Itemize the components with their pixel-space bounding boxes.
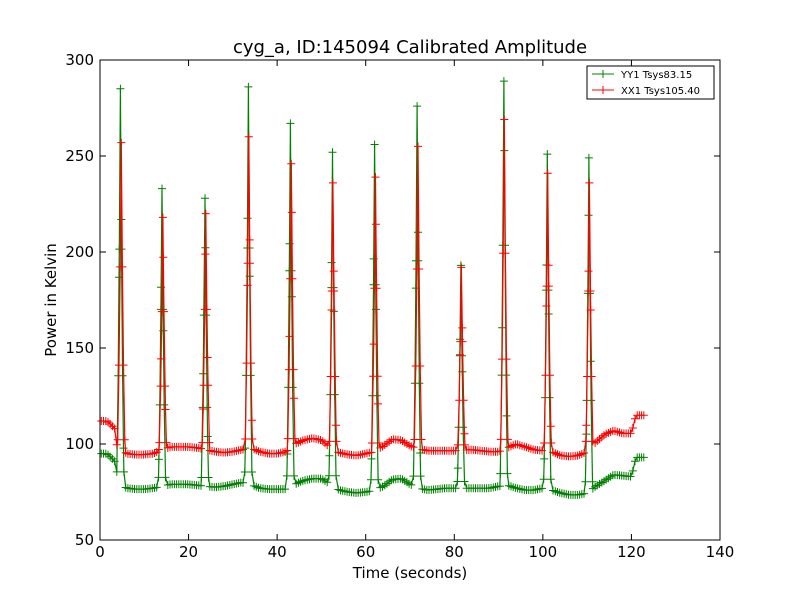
x-axis-label: Time (seconds): [352, 564, 468, 582]
x-tick-label: 0: [95, 543, 105, 561]
series-1: [97, 115, 648, 461]
y-tick-label: 150: [65, 339, 94, 357]
x-tick-label: 20: [179, 543, 198, 561]
y-tick-label: 250: [65, 147, 94, 165]
y-tick-label: 100: [65, 435, 94, 453]
legend-label-xx1: XX1 Tsys105.40: [621, 86, 700, 97]
legend-box: [586, 65, 715, 100]
series-layer: [97, 77, 648, 499]
ticks-layer: 0 20 40 60 80 100 120 140 50 100 150 200 250 300: [65, 51, 734, 561]
x-tick-label: 60: [356, 543, 375, 561]
y-tick-label: 200: [65, 243, 94, 261]
x-tick-label: 100: [529, 543, 558, 561]
plot-frame: [99, 59, 721, 541]
chart-title: cyg_a, ID:145094 Calibrated Amplitude: [233, 37, 587, 58]
x-tick-label: 120: [617, 543, 646, 561]
y-axis-label: Power in Kelvin: [42, 243, 60, 357]
x-tick-label: 80: [445, 543, 464, 561]
y-tick-label: 300: [65, 51, 94, 69]
x-tick-label: 40: [268, 543, 287, 561]
legend-marker-xx1: [599, 86, 607, 94]
series-markers: [97, 115, 648, 461]
y-tick-label: 50: [75, 531, 94, 549]
legend-marker-yy1: [599, 70, 607, 78]
legend-label-yy1: YY1 Tsys83.15: [620, 70, 692, 81]
legend: YY1 Tsys83.15 XX1 Tsys105.40: [586, 65, 715, 100]
x-tick-label: 140: [706, 543, 735, 561]
